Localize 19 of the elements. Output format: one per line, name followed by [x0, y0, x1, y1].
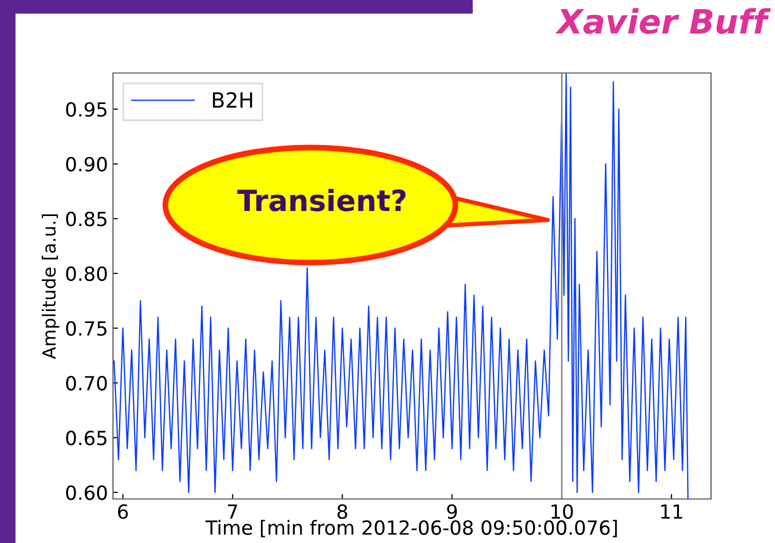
text: Xavier Buff	[555, 8, 771, 34]
y-tick-label: 0.60	[66, 485, 107, 500]
x-tick-label: 7	[228, 504, 238, 519]
x-tick-label: 9	[447, 504, 457, 519]
y-axis-title: Amplitude [a.u.]	[42, 214, 60, 360]
x-tick-label: 10	[552, 504, 573, 519]
legend-label: B2H	[212, 92, 252, 108]
annotation: Transient?	[237, 188, 406, 212]
x-tick-label: 6	[118, 504, 128, 519]
y-tick-label: 0.65	[66, 430, 106, 446]
y-tick-label: 0.70	[66, 376, 107, 391]
x-axis-title: Time [min from 2012-06-08 09:50:00.076]	[205, 520, 617, 538]
x-tick-label: 11	[661, 504, 682, 519]
y-tick-label: 0.95	[66, 102, 106, 117]
x-tick-label: 8	[337, 504, 348, 519]
y-tick-label: 0.90	[66, 156, 107, 172]
y-tick-label: 0.80	[66, 266, 107, 282]
y-tick-label: 0.85	[66, 212, 106, 226]
y-tick-label: 0.75	[66, 321, 106, 336]
